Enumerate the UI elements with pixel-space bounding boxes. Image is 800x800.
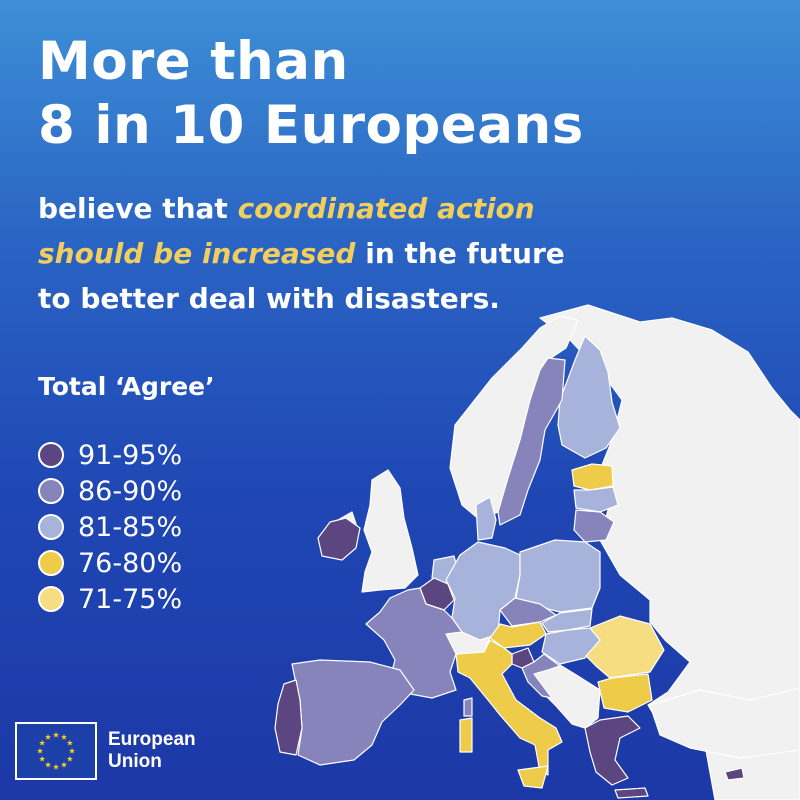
eu-star-icon — [66, 739, 73, 746]
country-ireland — [317, 517, 361, 561]
eu-star-icon — [68, 747, 76, 754]
headline: More than 8 in 10 Europeans — [38, 30, 584, 158]
eu-star-icon — [39, 755, 46, 762]
legend-swatch — [38, 514, 64, 540]
country-corsica — [463, 697, 473, 717]
legend-label: 71-75% — [78, 583, 183, 615]
country-latvia — [573, 486, 619, 513]
legend-item: 76-80% — [38, 545, 182, 581]
country-croatia — [521, 653, 561, 699]
eu-star-icon — [60, 733, 68, 740]
eu-logo-line-2: Union — [108, 751, 162, 772]
legend-item: 91-95% — [38, 437, 182, 473]
headline-line-1: More than — [38, 31, 349, 92]
legend-label: 86-90% — [78, 475, 183, 507]
eu-star-icon — [44, 733, 52, 740]
eu-star-icon — [60, 761, 68, 768]
country-estonia — [571, 463, 614, 491]
country-lithuania — [573, 509, 615, 543]
non-eu-uk — [361, 469, 419, 593]
country-italy — [455, 639, 563, 776]
country-bulgaria — [597, 673, 653, 713]
eu-star-icon — [52, 763, 60, 770]
legend-swatch — [38, 550, 64, 576]
subheadline-part-1: believe that — [38, 192, 238, 225]
country-finland — [557, 335, 621, 459]
headline-line-2: 8 in 10 Europeans — [38, 95, 584, 156]
non-eu-turkey — [649, 687, 800, 759]
eu-star-icon — [66, 755, 73, 762]
legend-swatch — [38, 442, 64, 468]
non-eu-balkans — [531, 664, 601, 729]
country-sardinia — [459, 717, 473, 753]
country-spain — [291, 659, 415, 766]
eu-star-icon — [39, 739, 46, 746]
country-slovakia — [541, 608, 593, 633]
legend-swatch — [38, 478, 64, 504]
eu-logo-line-1: European — [108, 729, 196, 750]
legend-label: 81-85% — [78, 511, 183, 543]
eu-stars — [36, 731, 76, 770]
country-austria — [489, 621, 547, 649]
eu-star-icon — [44, 761, 52, 768]
subheadline-part-2: in the future — [355, 237, 565, 270]
legend-swatch — [38, 586, 64, 612]
legend-label: 91-95% — [78, 439, 183, 471]
country-portugal — [274, 679, 303, 756]
country-denmark — [475, 496, 497, 541]
country-poland — [515, 539, 601, 613]
eu-logo-text: European Union — [108, 729, 196, 773]
country-greece — [584, 715, 641, 786]
subheadline-highlight-1: coordinated action — [237, 192, 535, 225]
eu-logo: European Union — [15, 722, 196, 780]
eu-flag-icon — [15, 722, 97, 780]
country-romania — [585, 615, 665, 679]
legend: 91-95% 86-90% 81-85% 76-80% 71-75% — [38, 437, 182, 617]
legend-label: 76-80% — [78, 547, 183, 579]
subheadline-part-3: to better deal with disasters. — [38, 282, 500, 315]
legend-title: Total ‘Agree’ — [38, 372, 215, 401]
subheadline-highlight-2: should be increased — [38, 237, 356, 270]
legend-item: 71-75% — [38, 581, 182, 617]
country-sicily — [517, 765, 549, 789]
subheadline: believe that coordinated action should be… — [38, 186, 618, 321]
country-sweden — [497, 357, 566, 526]
country-germany — [445, 541, 521, 641]
eu-star-icon — [52, 731, 60, 738]
eu-star-icon — [36, 747, 44, 754]
legend-item: 86-90% — [38, 473, 182, 509]
country-france — [365, 587, 463, 699]
country-cyprus — [724, 767, 745, 781]
legend-item: 81-85% — [38, 509, 182, 545]
country-crete — [614, 787, 649, 799]
